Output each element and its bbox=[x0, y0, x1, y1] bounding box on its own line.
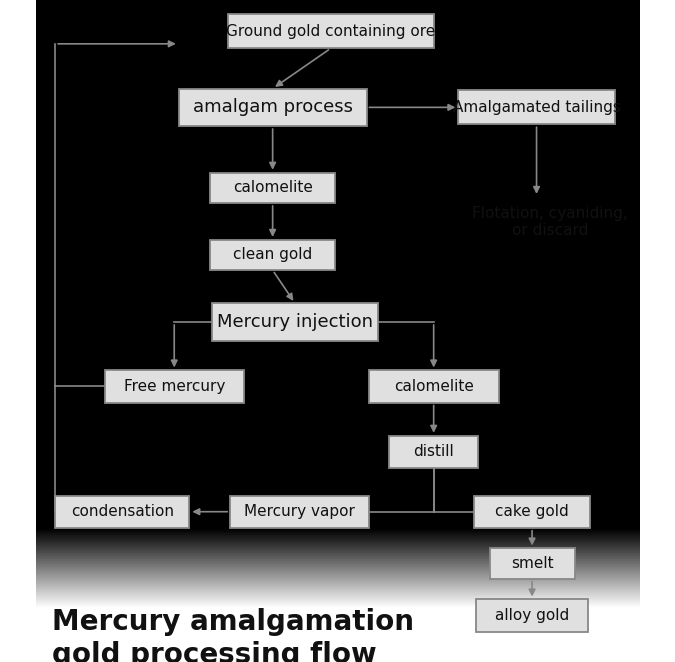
Text: alloy gold: alloy gold bbox=[495, 608, 569, 623]
FancyBboxPatch shape bbox=[458, 90, 615, 124]
FancyBboxPatch shape bbox=[228, 15, 433, 48]
Text: Mercury injection: Mercury injection bbox=[217, 313, 373, 331]
FancyBboxPatch shape bbox=[212, 303, 378, 341]
Text: calomelite: calomelite bbox=[233, 180, 313, 195]
Text: Mercury amalgamation
gold processing flow: Mercury amalgamation gold processing flo… bbox=[52, 608, 414, 662]
FancyBboxPatch shape bbox=[230, 496, 369, 528]
Text: Mercury vapor: Mercury vapor bbox=[244, 504, 355, 519]
Text: amalgam process: amalgam process bbox=[192, 99, 352, 117]
FancyBboxPatch shape bbox=[389, 436, 479, 468]
FancyBboxPatch shape bbox=[476, 599, 588, 632]
Text: distill: distill bbox=[413, 444, 454, 459]
FancyBboxPatch shape bbox=[210, 173, 335, 203]
FancyBboxPatch shape bbox=[369, 370, 499, 402]
Text: cake gold: cake gold bbox=[495, 504, 569, 519]
Text: smelt: smelt bbox=[511, 556, 554, 571]
Text: Free mercury: Free mercury bbox=[124, 379, 225, 394]
Text: Ground gold containing ore: Ground gold containing ore bbox=[226, 24, 435, 39]
FancyBboxPatch shape bbox=[179, 89, 367, 126]
Text: Flotation, cyaniding,
or discard: Flotation, cyaniding, or discard bbox=[472, 206, 628, 238]
Text: Amalgamated tailings: Amalgamated tailings bbox=[453, 100, 620, 115]
FancyBboxPatch shape bbox=[210, 240, 335, 270]
Text: calomelite: calomelite bbox=[394, 379, 474, 394]
FancyBboxPatch shape bbox=[105, 370, 244, 402]
Text: clean gold: clean gold bbox=[233, 248, 313, 262]
FancyBboxPatch shape bbox=[474, 496, 590, 528]
FancyBboxPatch shape bbox=[55, 496, 190, 528]
Text: condensation: condensation bbox=[71, 504, 174, 519]
FancyBboxPatch shape bbox=[489, 548, 574, 579]
